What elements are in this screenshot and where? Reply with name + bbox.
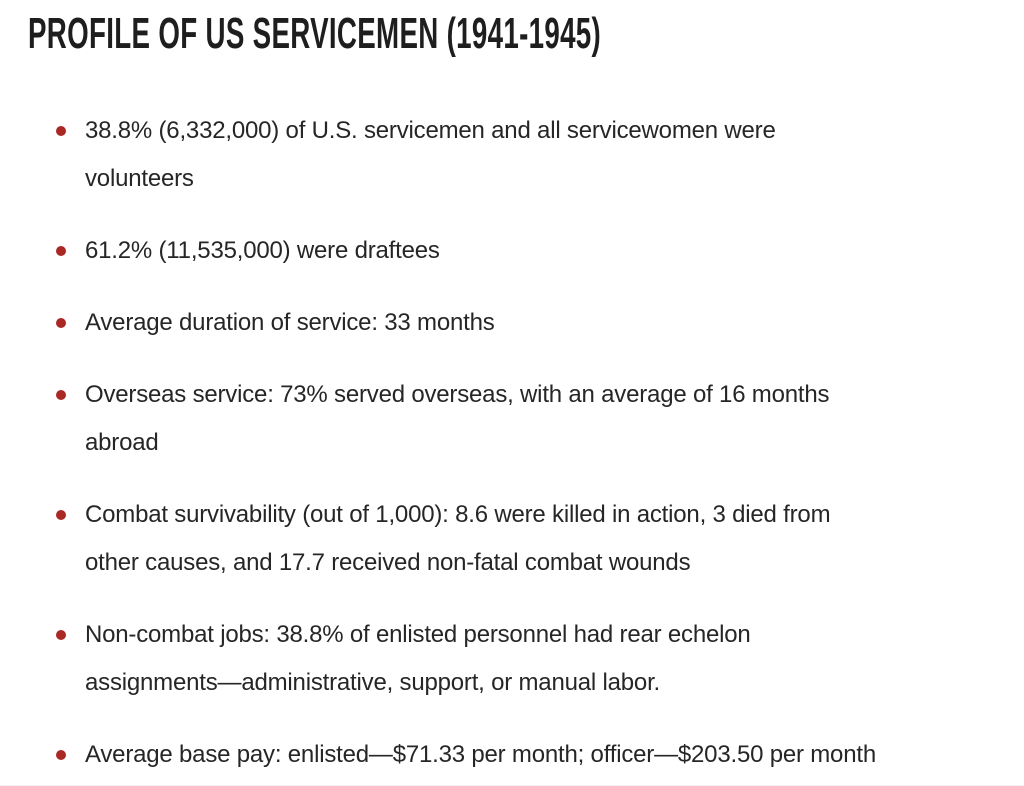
bullet-list: 38.8% (6,332,000) of U.S. servicemen and… (0, 107, 1024, 779)
bullet-line: Overseas service: 73% served overseas, w… (85, 381, 830, 408)
bullet-dot-icon (56, 318, 66, 328)
bullet-item: Non-combat jobs: 38.8% of enlisted perso… (56, 611, 1004, 707)
bullet-dot-icon (56, 750, 66, 760)
bullet-item: 61.2% (11,535,000) were draftees (56, 227, 1004, 275)
bullet-text: Overseas service: 73% served overseas, w… (85, 371, 830, 467)
bullet-text: Non-combat jobs: 38.8% of enlisted perso… (85, 611, 751, 707)
bullet-line: Average duration of service: 33 months (85, 309, 495, 336)
bullet-line: Combat survivability (out of 1,000): 8.6… (85, 501, 831, 528)
bullet-item: Average duration of service: 33 months (56, 299, 1004, 347)
bullet-dot-icon (56, 126, 66, 136)
bullet-line: 38.8% (6,332,000) of U.S. servicemen and… (85, 117, 776, 144)
bullet-dot-icon (56, 630, 66, 640)
bullet-item: Average base pay: enlisted—$71.33 per mo… (56, 731, 1004, 779)
bullet-text: Average base pay: enlisted—$71.33 per mo… (85, 731, 876, 779)
bullet-item: Combat survivability (out of 1,000): 8.6… (56, 491, 1004, 587)
bullet-line: assignments—administrative, support, or … (85, 669, 661, 696)
bullet-dot-icon (56, 510, 66, 520)
bullet-text: Average duration of service: 33 months (85, 299, 495, 347)
bullet-item: 38.8% (6,332,000) of U.S. servicemen and… (56, 107, 1004, 203)
bullet-line: Average base pay: enlisted—$71.33 per mo… (85, 741, 876, 768)
bullet-line: 61.2% (11,535,000) were draftees (85, 237, 440, 264)
bullet-dot-icon (56, 390, 66, 400)
bullet-dot-icon (56, 246, 66, 256)
bullet-line: Non-combat jobs: 38.8% of enlisted perso… (85, 621, 751, 648)
bullet-text: 38.8% (6,332,000) of U.S. servicemen and… (85, 107, 776, 203)
bullet-text: 61.2% (11,535,000) were draftees (85, 227, 440, 275)
bullet-item: Overseas service: 73% served overseas, w… (56, 371, 1004, 467)
content-page: PROFILE OF US SERVICEMEN (1941-1945) 38.… (0, 10, 1024, 786)
page-title: PROFILE OF US SERVICEMEN (1941-1945) (28, 9, 602, 58)
bullet-line: volunteers (85, 165, 194, 192)
bullet-line: abroad (85, 429, 159, 456)
bullet-text: Combat survivability (out of 1,000): 8.6… (85, 491, 831, 587)
bullet-line: other causes, and 17.7 received non-fata… (85, 549, 691, 576)
